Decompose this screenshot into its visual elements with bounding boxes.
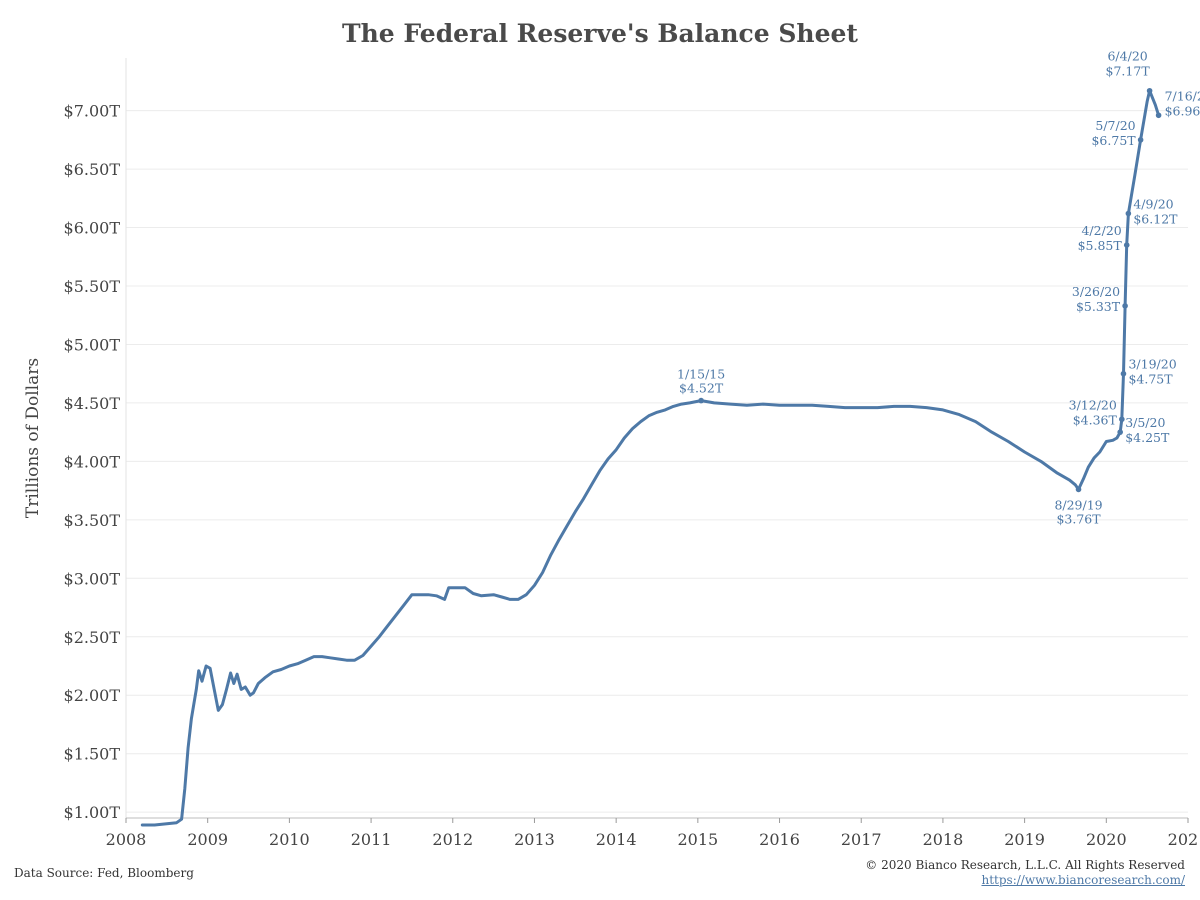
chart-title: The Federal Reserve's Balance Sheet [342, 19, 858, 48]
annotation-value: $6.12T [1133, 212, 1178, 227]
annotation-date: 1/15/15 [677, 367, 725, 382]
x-tick-label: 2020 [1086, 830, 1127, 849]
copyright-text: © 2020 Bianco Research, L.L.C. All Right… [865, 858, 1185, 872]
annotation-point [1117, 429, 1123, 435]
y-tick-label: $5.00T [64, 335, 121, 354]
y-tick-label: $7.00T [64, 102, 121, 121]
x-tick-label: 2018 [923, 830, 964, 849]
data-source-note: Data Source: Fed, Bloomberg [14, 866, 194, 880]
x-tick-label: 2013 [514, 830, 555, 849]
annotation-point [1119, 416, 1125, 423]
plot-frame [125, 58, 1188, 819]
x-tick-label: 2009 [187, 830, 228, 849]
annotation-date: 4/9/20 [1133, 197, 1173, 212]
annotation-date: 7/16/20 [1165, 88, 1200, 103]
gridlines [126, 110, 1188, 813]
balance-sheet-line [140, 89, 1161, 827]
annotations-group: 1/15/15$4.52T 8/29/19$3.76T 3/5/20$4.25T 3/… [677, 49, 1200, 527]
annotation-point [1120, 370, 1127, 377]
annotation-point [1125, 210, 1132, 217]
y-tick-label: $6.50T [64, 160, 121, 179]
annotation-date: 3/5/20 [1125, 415, 1165, 430]
y-tick-label: $3.50T [64, 511, 121, 530]
y-axis-ticks: $1.00T $1.50T $2.00T $2.50T $3.00T $3.50T $4.0… [64, 102, 121, 823]
y-tick-label: $4.50T [64, 394, 121, 413]
annotation-value: $6.75T [1091, 133, 1136, 148]
annotation-date: 3/19/20 [1128, 357, 1176, 372]
x-tick-label: 2010 [269, 830, 310, 849]
y-tick-label: $5.50T [64, 277, 121, 296]
y-tick-label: $2.00T [64, 686, 121, 705]
y-tick-label: $4.00T [64, 452, 121, 471]
annotation-point [1075, 486, 1082, 493]
annotation-value: $5.85T [1078, 238, 1123, 253]
annotation-point [1137, 137, 1144, 143]
annotation-point [1122, 303, 1128, 309]
annotation-date: 4/2/20 [1081, 223, 1121, 238]
x-tick-label: 2012 [432, 830, 473, 849]
annotation-date: 5/7/20 [1095, 118, 1135, 133]
x-tick-label: 2021 [1168, 830, 1200, 849]
annotation-point [1155, 112, 1162, 119]
y-tick-label: $6.00T [64, 219, 121, 238]
annotation-date: 3/26/20 [1072, 284, 1120, 299]
annotation-value: $3.76T [1056, 511, 1101, 526]
annotation-date: 8/29/19 [1054, 497, 1102, 512]
footer-credits: © 2020 Bianco Research, L.L.C. All Right… [865, 858, 1185, 888]
annotation-value: $4.36T [1073, 412, 1118, 427]
x-tick-label: 2011 [351, 830, 392, 849]
y-tick-label: $3.00T [64, 569, 121, 588]
annotation-point [698, 397, 704, 404]
y-axis-label: Trillions of Dollars [23, 358, 43, 518]
series-group [140, 89, 1161, 827]
annotation-point [1123, 242, 1130, 248]
x-tick-label: 2017 [841, 830, 882, 849]
annotation-value: $7.17T [1106, 64, 1151, 79]
annotation-date: 3/12/20 [1069, 397, 1117, 412]
annotation-date: 6/4/20 [1107, 49, 1147, 64]
annotation-value: $6.96T [1165, 103, 1200, 118]
x-tick-label: 2016 [759, 830, 800, 849]
y-tick-label: $1.00T [64, 803, 121, 822]
x-tick-label: 2015 [677, 830, 718, 849]
annotation-point [1146, 87, 1153, 94]
annotation-value: $5.33T [1076, 299, 1121, 314]
annotation-value: $4.75T [1128, 372, 1173, 387]
annotation-value: $4.52T [679, 381, 724, 396]
x-tick-label: 2014 [596, 830, 637, 849]
x-tick-label: 2008 [106, 830, 147, 849]
y-tick-label: $2.50T [64, 628, 121, 647]
x-tick-label: 2019 [1004, 830, 1045, 849]
annotation-value: $4.25T [1125, 430, 1170, 445]
y-tick-label: $1.50T [64, 745, 121, 764]
x-axis-ticks: 2008 2009 2010 2011 2012 2013 2014 2015 2016 2017… [106, 818, 1200, 849]
website-link[interactable]: https://www.biancoresearch.com/ [981, 873, 1185, 887]
